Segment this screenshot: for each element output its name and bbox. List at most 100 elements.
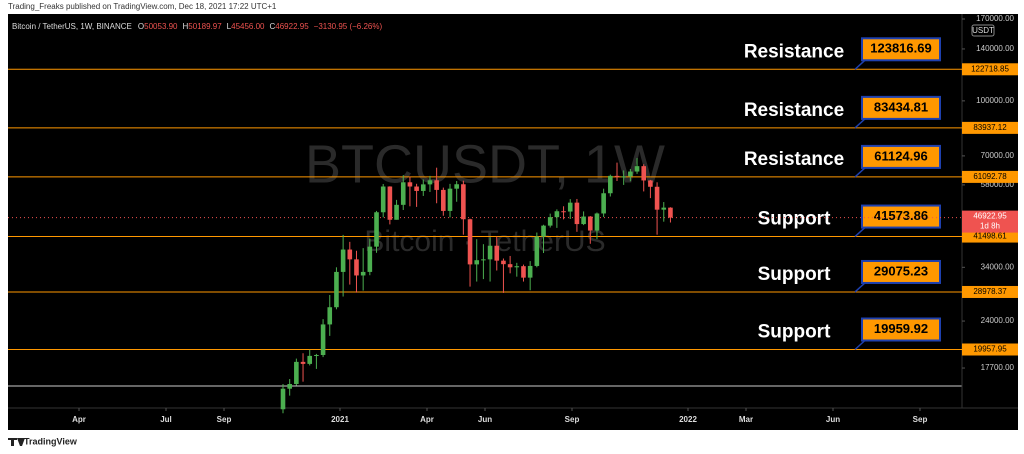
candle-body bbox=[628, 171, 633, 177]
brand: TradingView bbox=[24, 436, 78, 446]
candle-body bbox=[327, 307, 333, 325]
candle-body bbox=[554, 211, 560, 218]
candle-body bbox=[387, 186, 393, 220]
candle-body bbox=[514, 266, 520, 268]
candle-body bbox=[441, 189, 446, 211]
candle-body bbox=[594, 213, 600, 231]
candle-body bbox=[601, 193, 606, 214]
candle-body bbox=[314, 354, 319, 356]
candle-body bbox=[294, 361, 299, 384]
level-name: Resistance bbox=[744, 100, 844, 121]
axis-level-label: 41498.61 bbox=[973, 232, 1007, 241]
candle-body bbox=[474, 260, 480, 265]
unit-box bbox=[971, 24, 995, 37]
chart-background bbox=[8, 14, 1018, 430]
candle-body bbox=[561, 211, 566, 213]
x-tick-label: Jun bbox=[478, 415, 492, 424]
candle-body bbox=[307, 355, 313, 364]
candle-body bbox=[447, 188, 453, 211]
y-tick-label: 24000.00 bbox=[981, 316, 1015, 325]
level-name: Support bbox=[758, 322, 831, 343]
candle-body bbox=[541, 225, 546, 237]
symbol-line: Bitcoin / TetherUS, 1W, BINANCE O50053.90… bbox=[12, 22, 382, 31]
candle-body bbox=[567, 202, 573, 212]
candle-body bbox=[394, 204, 399, 220]
callout-value: 29075.23 bbox=[874, 263, 928, 278]
candle-body bbox=[367, 246, 373, 272]
y-tick-label: 34000.00 bbox=[981, 262, 1015, 271]
ohlc-value: 46922.95 bbox=[275, 22, 309, 31]
candle-body bbox=[340, 249, 346, 272]
candle-body bbox=[287, 383, 292, 389]
x-tick-label: Mar bbox=[739, 415, 753, 424]
candle-body bbox=[654, 186, 660, 210]
level-name: Support bbox=[758, 264, 831, 285]
candle-body bbox=[608, 175, 613, 194]
candle-body bbox=[454, 184, 459, 189]
candle-body bbox=[527, 265, 533, 278]
candle-body bbox=[414, 186, 419, 191]
candle-body bbox=[481, 259, 486, 261]
candle-body bbox=[467, 219, 473, 265]
candle-body bbox=[300, 361, 306, 364]
level-name: Support bbox=[758, 209, 831, 230]
x-tick-label: Apr bbox=[72, 415, 86, 424]
candle-body bbox=[661, 207, 667, 210]
callout-value: 61124.96 bbox=[874, 148, 928, 163]
candle-body bbox=[547, 217, 553, 226]
candle-body bbox=[634, 166, 640, 172]
candle-body bbox=[374, 212, 379, 247]
y-tick-label: 100000.00 bbox=[976, 96, 1014, 105]
callout-box bbox=[861, 259, 941, 284]
candle-body bbox=[614, 175, 620, 177]
x-tick-label: Jun bbox=[826, 415, 840, 424]
candle-body bbox=[487, 245, 493, 260]
callout-box bbox=[861, 95, 941, 120]
x-tick-label: 2022 bbox=[679, 415, 697, 424]
x-tick-label: Apr bbox=[420, 415, 434, 424]
x-tick-label: 2021 bbox=[331, 415, 349, 424]
candle-body bbox=[521, 266, 526, 278]
candle-body bbox=[280, 388, 286, 410]
candle-body bbox=[407, 182, 413, 187]
candle-body bbox=[354, 259, 359, 276]
axis-level-tag bbox=[962, 121, 1018, 134]
callout-box bbox=[861, 204, 941, 229]
countdown-label: 1d 8h bbox=[980, 222, 1000, 231]
axis-level-tag bbox=[962, 230, 1018, 243]
candle-body bbox=[581, 216, 586, 225]
ohlc-value: 50053.90 bbox=[144, 22, 178, 31]
candle-body bbox=[494, 245, 500, 261]
callout-box bbox=[861, 144, 941, 169]
candle-body bbox=[380, 186, 386, 213]
axis-level-label: 83937.12 bbox=[973, 123, 1007, 132]
axis-level-tag bbox=[962, 63, 1018, 76]
candle-body bbox=[461, 184, 466, 220]
callout-value: 41573.86 bbox=[874, 208, 928, 223]
publisher-note: Trading_Freaks published on TradingView.… bbox=[8, 2, 277, 11]
axis-level-tag bbox=[962, 285, 1018, 298]
candle-body bbox=[400, 182, 406, 205]
y-tick-label: 17700.00 bbox=[981, 363, 1015, 372]
candle-body bbox=[434, 180, 439, 190]
change: −3130.95 (−6.26%) bbox=[314, 22, 383, 31]
candle-body bbox=[587, 216, 593, 231]
axis-level-label: 19957.95 bbox=[973, 345, 1007, 354]
candle-body bbox=[420, 184, 426, 191]
callout-value: 19959.92 bbox=[874, 321, 928, 336]
candle-body bbox=[360, 271, 366, 276]
candle-body bbox=[334, 271, 339, 308]
ohlc-label: H bbox=[183, 22, 189, 31]
unit-label: USDT bbox=[972, 26, 994, 35]
watermark-subtitle: Bitcoin · TetherUS bbox=[364, 225, 605, 258]
symbol-title: Bitcoin / TetherUS, 1W, BINANCE bbox=[12, 22, 132, 31]
ohlc-label: L bbox=[227, 22, 232, 31]
axis-level-tag bbox=[962, 170, 1018, 183]
current-price-label: 46922.95 bbox=[973, 212, 1007, 221]
candle-body bbox=[320, 324, 326, 355]
y-tick-label: 58000.00 bbox=[981, 180, 1015, 189]
brand-logo bbox=[8, 438, 25, 446]
y-tick-label: 70000.00 bbox=[981, 151, 1015, 160]
candle-body bbox=[668, 207, 673, 218]
